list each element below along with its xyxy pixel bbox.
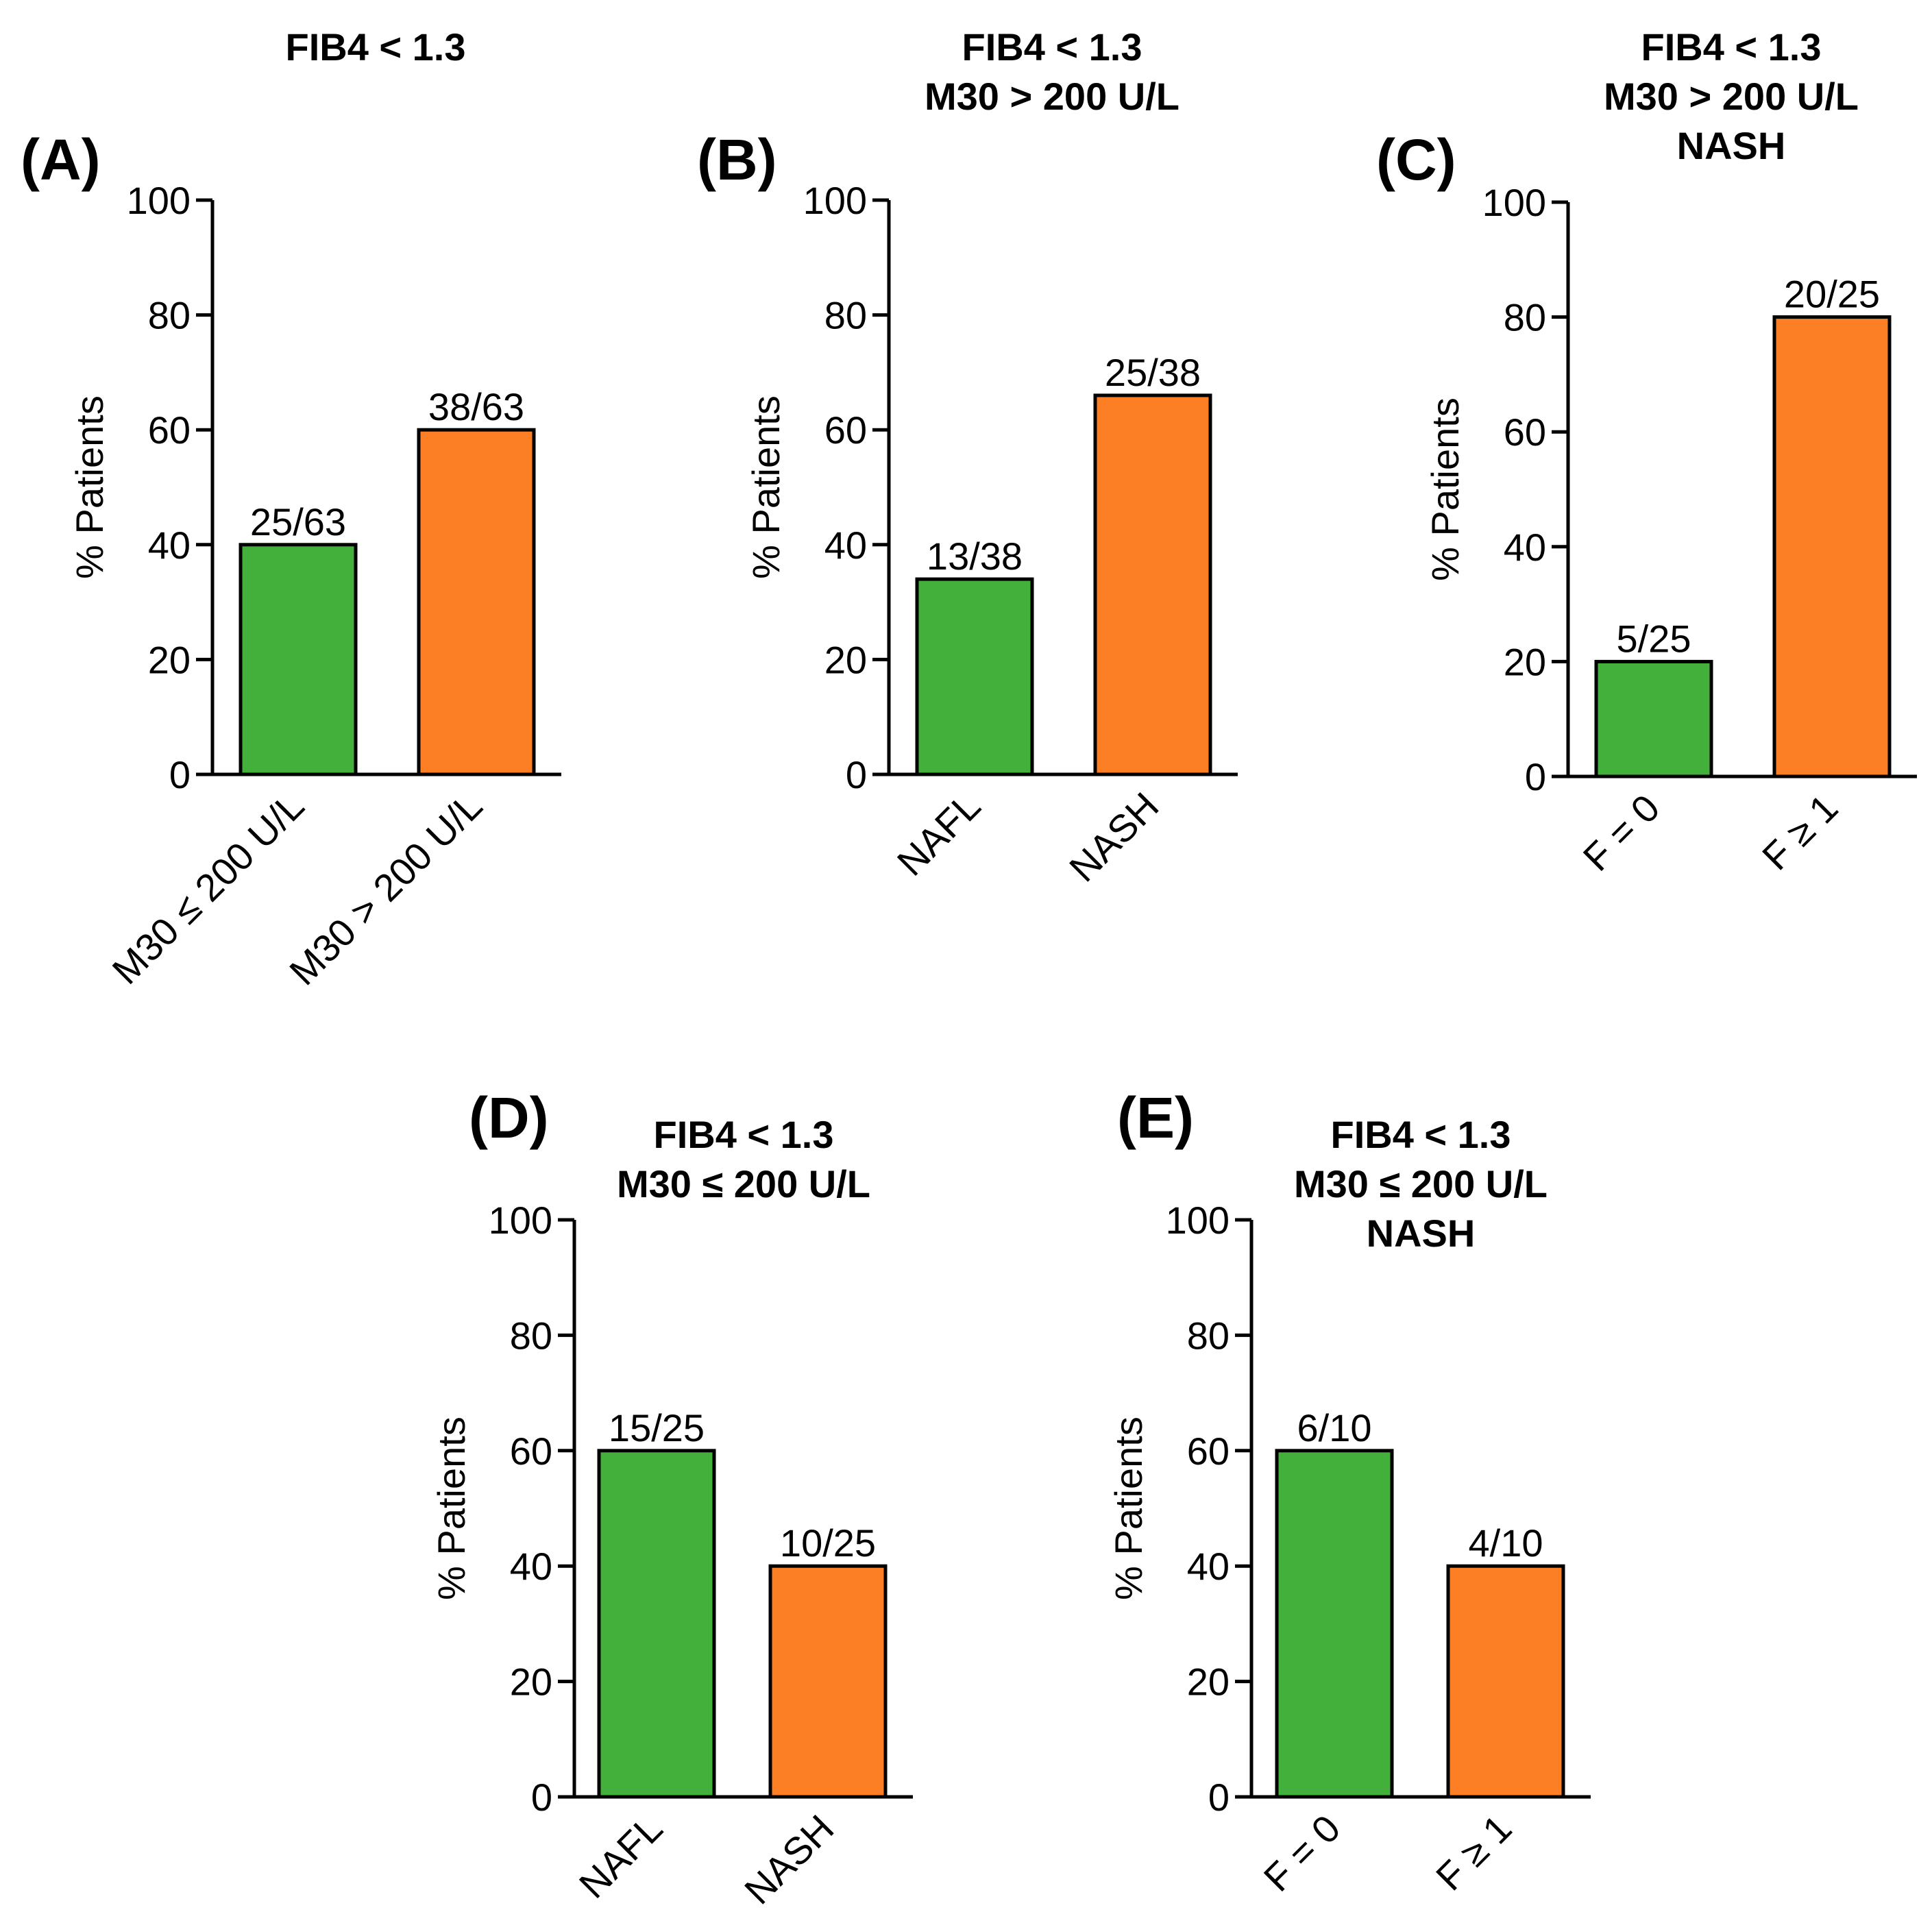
y-tick-label: 20 xyxy=(1504,640,1546,683)
y-tick-label: 40 xyxy=(824,524,867,567)
y-tick-label: 40 xyxy=(1187,1545,1230,1588)
bar-data-label: 10/25 xyxy=(780,1521,876,1565)
x-category-label: M30 > 200 U/L xyxy=(281,784,490,993)
y-tick-label: 80 xyxy=(1187,1314,1230,1357)
bar-2 xyxy=(1446,1564,1565,1799)
y-tick-label: 80 xyxy=(824,294,867,337)
bar-data-label: 4/10 xyxy=(1469,1521,1543,1565)
chart-title-line: M30 > 200 U/L xyxy=(1604,75,1859,118)
x-category-label: NAFL xyxy=(889,784,989,884)
x-category-label: F = 0 xyxy=(1256,1806,1349,1900)
chart-title-line: M30 > 200 U/L xyxy=(925,75,1179,118)
chart-panel-e: (E) FIB4 < 1.3 M30 ≤ 200 U/L NASH 0 20 40 60 80 1… xyxy=(1107,1086,1591,1900)
bar-1 xyxy=(1275,1449,1394,1799)
panel-letter: (E) xyxy=(1117,1086,1194,1150)
y-tick-label: 60 xyxy=(824,408,867,452)
y-axis-label: % Patients xyxy=(744,395,787,579)
y-axis-label: % Patients xyxy=(1423,397,1467,581)
y-tick-label: 40 xyxy=(148,524,191,567)
panel-letter: (D) xyxy=(469,1086,549,1150)
bar-data-label: 20/25 xyxy=(1784,273,1880,316)
y-tick-label: 20 xyxy=(1187,1660,1230,1704)
y-tick-label: 60 xyxy=(148,408,191,452)
chart-title-line: FIB4 < 1.3 xyxy=(1641,25,1821,69)
bar-1 xyxy=(915,577,1034,776)
bar-2 xyxy=(1772,315,1892,779)
y-tick-label: 100 xyxy=(803,179,867,222)
y-tick-label: 20 xyxy=(148,638,191,681)
chart-title-line: FIB4 < 1.3 xyxy=(1330,1113,1511,1156)
y-tick-label: 0 xyxy=(169,753,191,796)
y-tick-label: 100 xyxy=(1482,181,1546,224)
y-tick-label: 100 xyxy=(127,179,191,222)
y-tick-label: 60 xyxy=(1504,410,1546,454)
y-tick-label: 0 xyxy=(1525,755,1546,798)
y-tick-label: 100 xyxy=(489,1199,552,1242)
bar-data-label: 13/38 xyxy=(927,535,1023,578)
y-tick-label: 20 xyxy=(824,638,867,681)
chart-title-line: NASH xyxy=(1677,124,1786,167)
bar-2 xyxy=(417,428,536,776)
bar-data-label: 38/63 xyxy=(428,385,524,428)
y-tick-label: 0 xyxy=(846,753,867,796)
x-category-label: NASH xyxy=(736,1806,842,1912)
x-category-label: NAFL xyxy=(571,1806,671,1907)
bar-1 xyxy=(597,1449,716,1799)
chart-title-line: FIB4 < 1.3 xyxy=(653,1113,833,1156)
chart-panel-b: (B) FIB4 < 1.3 M30 > 200 U/L 0 20 40 60 80 100 % … xyxy=(697,25,1238,890)
panel-letter: (C) xyxy=(1376,127,1456,192)
x-category-label: F ≥ 1 xyxy=(1754,786,1846,878)
chart-title-line: M30 ≤ 200 U/L xyxy=(1294,1162,1548,1205)
x-category-label: F ≥ 1 xyxy=(1428,1806,1519,1898)
y-tick-label: 0 xyxy=(531,1776,552,1819)
y-tick-label: 40 xyxy=(1504,526,1546,569)
y-tick-label: 80 xyxy=(148,294,191,337)
y-tick-label: 100 xyxy=(1166,1199,1230,1242)
y-tick-label: 60 xyxy=(510,1430,552,1473)
panel-letter: (B) xyxy=(697,127,777,192)
y-axis-label: % Patients xyxy=(68,395,111,579)
bar-data-label: 15/25 xyxy=(609,1406,705,1449)
x-category-label: M30 ≤ 200 U/L xyxy=(103,784,312,992)
bar-data-label: 6/10 xyxy=(1297,1406,1372,1449)
bar-2 xyxy=(1093,393,1212,776)
chart-title-line: FIB4 < 1.3 xyxy=(962,25,1142,69)
y-axis-label: % Patients xyxy=(1107,1417,1150,1600)
chart-panel-d: (D) FIB4 < 1.3 M30 ≤ 200 U/L 0 20 40 60 80 100 % … xyxy=(430,1086,913,1912)
y-tick-label: 80 xyxy=(510,1314,552,1357)
panel-letter: (A) xyxy=(21,127,101,192)
bar-1 xyxy=(1594,659,1713,779)
chart-title-line: FIB4 < 1.3 xyxy=(285,25,465,69)
x-category-label: F = 0 xyxy=(1575,786,1668,879)
y-tick-label: 60 xyxy=(1187,1430,1230,1473)
x-category-label: NASH xyxy=(1061,784,1167,890)
bar-data-label: 5/25 xyxy=(1617,617,1691,660)
y-tick-label: 0 xyxy=(1208,1776,1230,1819)
chart-panel-a: (A) FIB4 < 1.3 0 20 40 60 80 100 % Patients 25/63… xyxy=(21,25,561,993)
y-tick-label: 80 xyxy=(1504,296,1546,339)
y-tick-label: 40 xyxy=(510,1545,552,1588)
chart-title-line: M30 ≤ 200 U/L xyxy=(617,1162,870,1205)
chart-panel-c: (C) FIB4 < 1.3 M30 > 200 U/L NASH 0 20 40 60 80 1… xyxy=(1376,25,1917,879)
y-axis-label: % Patients xyxy=(430,1417,473,1600)
bar-2 xyxy=(768,1564,888,1799)
bar-data-label: 25/63 xyxy=(250,500,346,543)
bar-1 xyxy=(239,543,358,776)
chart-title-line: NASH xyxy=(1367,1212,1476,1255)
bar-data-label: 25/38 xyxy=(1105,351,1201,394)
y-tick-label: 20 xyxy=(510,1660,552,1704)
